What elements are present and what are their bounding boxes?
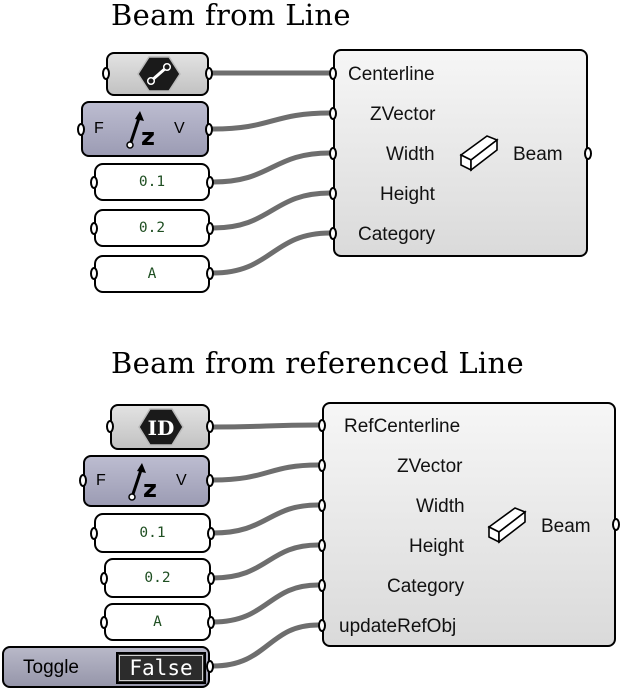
vector-z-icon: z (128, 463, 157, 503)
vector-z-icon: z (126, 111, 155, 151)
wire-panel-to-width-2 (210, 502, 321, 536)
vector-output-label: V (174, 120, 185, 137)
text-panel[interactable]: A (94, 255, 210, 293)
panel-value: A (147, 266, 157, 282)
id-label: ID (148, 416, 175, 440)
number-panel[interactable]: 0.1 (94, 163, 210, 201)
svg-text:z: z (143, 475, 157, 503)
svg-text:z: z (141, 123, 155, 151)
input-width-label: Width (386, 144, 435, 165)
panel-value: 0.1 (138, 174, 166, 190)
input-grip[interactable] (100, 616, 108, 629)
input-grip-centerline[interactable] (329, 67, 337, 80)
input-grip-height[interactable] (329, 187, 337, 200)
input-grip-updaterefobj[interactable] (318, 619, 326, 632)
input-centerline-label: Centerline (348, 64, 435, 85)
wire-vector-to-zvector-2 (210, 462, 321, 483)
output-grip[interactable] (205, 67, 213, 80)
id-param-node[interactable]: ID (110, 404, 210, 450)
id-param-icon: ID (138, 408, 184, 446)
input-grip[interactable] (90, 176, 98, 189)
input-grip[interactable] (90, 222, 98, 235)
input-grip-refcenterline[interactable] (318, 419, 326, 432)
vector-input-label: F (94, 120, 104, 137)
wire-panel-to-height-2 (210, 542, 321, 581)
input-height-label: Height (409, 536, 464, 557)
panel-value: 0.2 (144, 570, 171, 586)
output-grip[interactable] (205, 123, 213, 136)
line-param-icon (137, 56, 181, 92)
wire-panel-to-height (210, 190, 333, 231)
output-grip[interactable] (206, 420, 214, 433)
input-grip-category[interactable] (318, 579, 326, 592)
wire-panel-to-width (210, 150, 333, 185)
diagram-title: Beam from referenced Line (111, 346, 524, 380)
output-grip-beam[interactable] (584, 147, 592, 160)
output-beam-label: Beam (541, 516, 591, 537)
input-grip[interactable] (106, 420, 114, 433)
number-panel[interactable]: 0.1 (94, 513, 211, 553)
beam-box-icon (487, 507, 527, 544)
output-grip[interactable] (207, 527, 215, 540)
boolean-toggle[interactable]: Toggle False (2, 646, 210, 688)
output-grip[interactable] (207, 616, 215, 629)
line-param-node[interactable] (106, 52, 209, 96)
wire-vector-to-zvector (210, 110, 333, 132)
toggle-value-button[interactable]: False (116, 652, 206, 684)
input-grip[interactable] (102, 67, 110, 80)
input-grip[interactable] (90, 527, 98, 540)
output-grip[interactable] (206, 176, 214, 189)
diagram-title: Beam from Line (111, 0, 351, 32)
output-grip[interactable] (206, 474, 214, 487)
input-grip[interactable] (100, 572, 108, 585)
input-grip-zvector[interactable] (318, 459, 326, 472)
wire-id-to-refcenterline (210, 422, 321, 430)
beam-box-icon (459, 135, 499, 172)
vector-input-label: F (96, 472, 106, 489)
input-refcenterline-label: RefCenterline (344, 416, 461, 437)
input-grip-width[interactable] (329, 147, 337, 160)
output-grip[interactable] (206, 222, 214, 235)
vector-param-node[interactable]: F z V (81, 101, 209, 157)
wire-toggle-to-updaterefobj (210, 622, 321, 669)
wire-panel-to-category (210, 230, 333, 276)
input-grip-width[interactable] (318, 499, 326, 512)
input-category-label: Category (387, 576, 465, 597)
output-grip-beam[interactable] (612, 518, 620, 531)
input-width-label: Width (416, 496, 465, 517)
output-grip[interactable] (206, 267, 214, 280)
panel-value: A (153, 614, 162, 630)
input-zvector-label: ZVector (370, 104, 436, 125)
toggle-label: Toggle (23, 657, 79, 678)
panel-value: 0.2 (138, 220, 166, 236)
input-zvector-label: ZVector (397, 456, 463, 477)
vector-output-label: V (176, 472, 187, 489)
input-grip-height[interactable] (318, 539, 326, 552)
text-panel[interactable]: A (104, 603, 211, 641)
wire-panel-to-category-2 (210, 582, 321, 625)
number-panel[interactable]: 0.2 (94, 209, 210, 247)
input-updaterefobj-label: updateRefObj (339, 616, 457, 637)
input-grip[interactable] (77, 123, 85, 136)
input-category-label: Category (358, 224, 436, 245)
beam-from-line-component[interactable]: Centerline ZVector Width Height Category… (333, 49, 588, 257)
input-grip[interactable] (79, 474, 87, 487)
input-grip-zvector[interactable] (329, 107, 337, 120)
output-beam-label: Beam (513, 144, 563, 165)
output-grip[interactable] (207, 572, 215, 585)
output-grip[interactable] (206, 660, 214, 673)
input-grip-category[interactable] (329, 227, 337, 240)
vector-param-node[interactable]: F z V (83, 455, 210, 507)
beam-from-referenced-line-component[interactable]: RefCenterline ZVector Width Height Categ… (322, 402, 616, 647)
input-height-label: Height (380, 184, 435, 205)
input-grip[interactable] (90, 267, 98, 280)
panel-value: 0.1 (139, 525, 166, 541)
number-panel[interactable]: 0.2 (104, 558, 211, 598)
